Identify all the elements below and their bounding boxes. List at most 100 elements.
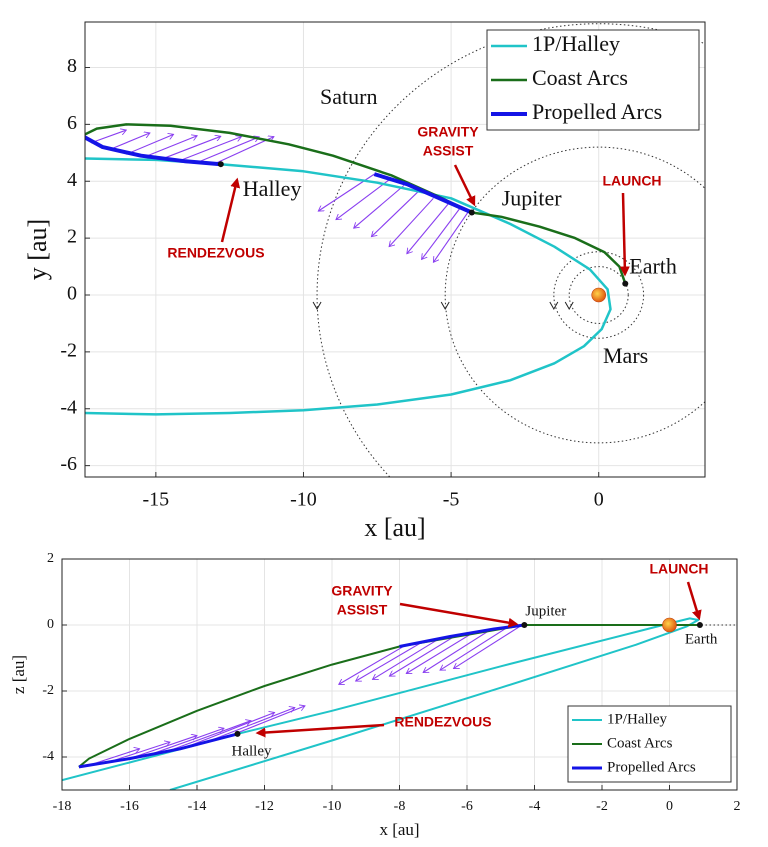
body-label: Jupiter: [502, 186, 563, 211]
body-point: [234, 730, 241, 737]
planet-orbit: [444, 146, 705, 444]
thrust-vector: [196, 137, 259, 163]
legend-label: 1P/Halley: [607, 711, 667, 727]
x-tick-label: -8: [394, 799, 406, 814]
thrust-vector: [371, 190, 420, 237]
thrust-vector: [109, 742, 170, 763]
thrust-vector: [440, 626, 508, 671]
plot: -18 -16 -14 -12 -10 -8 -6 -4 -2 0 2 -4 -2 0 2 Earth Jupi…: [9, 551, 741, 839]
x-tick-label: -4: [529, 799, 541, 814]
sun: [662, 617, 677, 633]
trajectory-line: [85, 157, 612, 416]
annotation-arrow: [619, 192, 630, 277]
y-tick-label: 8: [67, 55, 77, 77]
annotation: LAUNCH: [602, 173, 661, 189]
thrust-vector: [373, 637, 441, 680]
thrust-vector: [422, 207, 461, 259]
thrust-vector: [179, 137, 241, 162]
body-point: [622, 280, 629, 287]
annotation: GRAVITY: [331, 583, 393, 599]
body-label: Halley: [243, 176, 302, 201]
x-axis-label: x [au]: [379, 820, 419, 839]
planet-orbit: [553, 251, 645, 339]
annotation: RENDEZVOUS: [394, 714, 491, 730]
y-tick-label: 6: [67, 112, 77, 134]
thrust-vector: [454, 625, 522, 670]
legend-label: Propelled Arcs: [532, 99, 662, 124]
body-label: Jupiter: [525, 603, 566, 619]
thrust-vector: [407, 203, 449, 254]
y-tick-label: -4: [60, 396, 77, 418]
y-axis-label: y [au]: [23, 219, 52, 280]
y-tick-label: -6: [60, 453, 77, 475]
orbit-direction: [440, 301, 450, 311]
plot-content: [85, 23, 705, 477]
trajectory-line: [85, 135, 473, 215]
thrust-vector: [149, 728, 224, 756]
thrust-vector: [108, 133, 150, 151]
thrust-vector: [129, 736, 198, 760]
body-label: Earth: [685, 631, 718, 647]
orbit-direction: [312, 301, 322, 311]
thrust-vector: [143, 136, 197, 158]
annotation-arrow: [686, 581, 702, 621]
y-tick-label: 2: [67, 226, 77, 248]
y-tick-label: 2: [47, 551, 54, 566]
x-tick-label: -15: [143, 489, 170, 511]
x-axis-label: x [au]: [364, 513, 425, 542]
planet-orbit: [568, 266, 629, 324]
thrust-vector: [90, 130, 126, 144]
body-label: Earth: [629, 254, 677, 279]
thrust-vector: [169, 721, 251, 751]
orbit-label: Mars: [603, 343, 648, 368]
legend-label: Coast Arcs: [532, 65, 628, 90]
x-tick-label: -10: [290, 489, 317, 511]
thrust-vector: [389, 634, 458, 677]
legend-label: Coast Arcs: [607, 735, 673, 751]
thrust-vector: [210, 708, 295, 742]
y-tick-label: -2: [42, 683, 54, 698]
y-tick-label: 0: [67, 283, 77, 305]
x-tick-label: 0: [666, 799, 673, 814]
planet-orbit: [316, 23, 705, 477]
y-tick-label: -2: [60, 339, 77, 361]
annotation-arrow: [453, 164, 476, 207]
thrust-vector: [389, 197, 434, 246]
thrust-vector: [336, 179, 390, 220]
body-point: [696, 622, 703, 628]
x-tick-label: 0: [594, 489, 604, 511]
thrust-vector: [214, 137, 274, 165]
thrust-vector: [126, 134, 173, 155]
x-tick-label: -12: [255, 799, 274, 814]
body-label: Halley: [232, 743, 272, 759]
legend-label: Propelled Arcs: [607, 759, 696, 775]
x-tick-label: 2: [734, 799, 741, 814]
body-point: [521, 622, 528, 628]
x-tick-label: -18: [53, 799, 72, 814]
annotation: ASSIST: [337, 602, 388, 618]
x-tick-label: -6: [461, 799, 473, 814]
x-tick-label: -2: [596, 799, 608, 814]
y-tick-label: 0: [47, 617, 54, 632]
sun: [591, 287, 607, 303]
orbit-direction: [549, 301, 559, 311]
annotation: LAUNCH: [649, 561, 708, 577]
body-point: [217, 161, 224, 168]
thrust-vector: [190, 712, 274, 746]
orbit-label: Saturn: [320, 84, 377, 109]
annotation: GRAVITY: [417, 124, 479, 140]
thrust-vector: [433, 210, 470, 262]
thrust-vector: [161, 136, 221, 160]
annotation: RENDEZVOUS: [167, 245, 264, 261]
y-tick-label: -4: [42, 749, 54, 764]
annotation-arrow: [255, 723, 385, 738]
x-tick-label: -14: [188, 799, 207, 814]
plot: -15 -10 -5 0 -6 -4 -2 0 2 4 6 8 Mars Saturn Earth Jupit…: [23, 21, 706, 542]
thrust-vector: [406, 631, 475, 674]
plot-frame: [84, 21, 706, 478]
thrust-vector: [339, 644, 407, 685]
body-point: [468, 209, 475, 216]
annotation-arrow: [220, 177, 241, 243]
thrust-vector: [230, 706, 305, 737]
